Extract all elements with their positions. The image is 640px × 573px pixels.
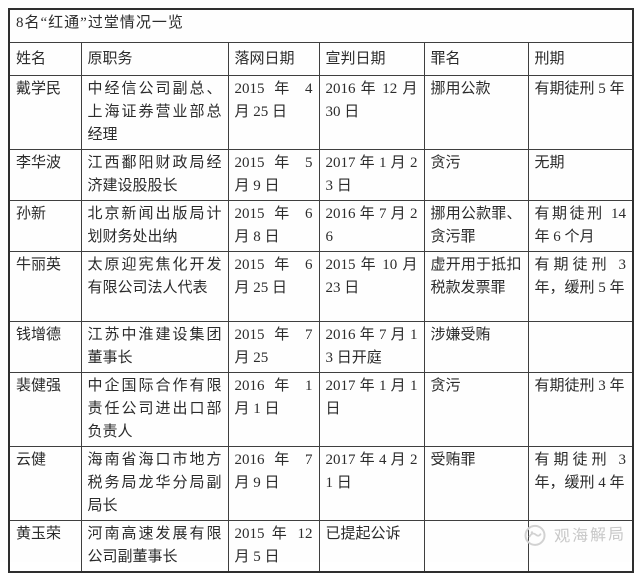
cell-sentence: 有期徒刑 3 年，缓刑 4 年 <box>527 446 634 521</box>
cell-arrest_date: 2015 年 5 月 9 日 <box>227 149 320 201</box>
cell-crime: 贪污 <box>423 372 529 447</box>
cell-arrest_date: 2015 年 6 月 8 日 <box>227 200 320 252</box>
cell-sentence_date: 2015 年 10 月 23 日 <box>318 251 425 322</box>
cell-arrest_date: 2016 年 7 月 9 日 <box>227 446 320 521</box>
cell-position: 中经信公司副总、上海证券营业部总经理 <box>80 75 229 150</box>
column-header-sentence: 刑期 <box>527 42 634 76</box>
cell-name: 云健 <box>8 446 82 521</box>
cell-position: 中企国际合作有限责任公司进出口部负责人 <box>80 372 229 447</box>
cell-position: 太原迎宪焦化开发有限公司法人代表 <box>80 251 229 322</box>
cell-sentence <box>527 321 634 373</box>
cell-sentence_date: 已提起公诉 <box>318 520 425 573</box>
cell-sentence: 无期 <box>527 149 634 201</box>
cell-crime: 贪污 <box>423 149 529 201</box>
table-row: 裴健强 中企国际合作有限责任公司进出口部负责人 2016 年 1 月 1 日 2017… <box>8 372 634 447</box>
header-row: 姓名 原职务 落网日期 宣判日期 罪名 刑期 <box>8 42 634 76</box>
cell-name: 钱增德 <box>8 321 82 373</box>
cell-arrest_date: 2015 年 7 月 25 <box>227 321 320 373</box>
cell-sentence: 有期徒刑 3 年 <box>527 372 634 447</box>
table-body: 戴学民 中经信公司副总、上海证券营业部总经理 2015 年 4 月 25 日 2016… <box>8 75 634 573</box>
table-row: 孙新 北京新闻出版局计划财务处出纳 2015 年 6 月 8 日 2016 年 7 月… <box>8 200 634 252</box>
cell-position: 海南省海口市地方税务局龙华分局副局长 <box>80 446 229 521</box>
cell-name: 戴学民 <box>8 75 82 150</box>
cell-sentence <box>527 520 634 573</box>
cell-name: 黄玉荣 <box>8 520 82 573</box>
cell-sentence_date: 2016 年 12 月 30 日 <box>318 75 425 150</box>
title-row: 8名“红通”过堂情况一览 <box>8 8 634 43</box>
cell-crime <box>423 520 529 573</box>
red-notice-table: 8名“红通”过堂情况一览 姓名 原职务 落网日期 宣判日期 罪名 刑期 戴学民 中经信公司副… <box>8 8 635 573</box>
cell-arrest_date: 2016 年 1 月 1 日 <box>227 372 320 447</box>
table-row: 戴学民 中经信公司副总、上海证券营业部总经理 2015 年 4 月 25 日 2016… <box>8 75 634 150</box>
cell-crime: 受贿罪 <box>423 446 529 521</box>
cell-crime: 挪用公款罪、贪污罪 <box>423 200 529 252</box>
cell-sentence_date: 2017 年 4 月 21 日 <box>318 446 425 521</box>
cell-sentence: 有期徒刑 14 年 6 个月 <box>527 200 634 252</box>
cell-name: 牛丽英 <box>8 251 82 322</box>
cell-sentence: 有期徒刑 3 年，缓刑 5 年 <box>527 251 634 322</box>
column-header-arrest_date: 落网日期 <box>227 42 320 76</box>
column-header-name: 姓名 <box>8 42 82 76</box>
cell-name: 孙新 <box>8 200 82 252</box>
cell-position: 江西鄱阳财政局经济建设股股长 <box>80 149 229 201</box>
cell-crime: 虚开用于抵扣税款发票罪 <box>423 251 529 322</box>
cell-position: 北京新闻出版局计划财务处出纳 <box>80 200 229 252</box>
column-header-position: 原职务 <box>80 42 229 76</box>
cell-sentence_date: 2016 年 7 月 13 日开庭 <box>318 321 425 373</box>
cell-name: 裴健强 <box>8 372 82 447</box>
table-title: 8名“红通”过堂情况一览 <box>8 8 634 43</box>
table-row: 钱增德 江苏中淮建设集团董事长 2015 年 7 月 25 2016 年 7 月 13… <box>8 321 634 373</box>
table-row: 黄玉荣 河南高速发展有限公司副董事长 2015 年 12 月 5 日已提起公诉 <box>8 520 634 573</box>
table-row: 云健 海南省海口市地方税务局龙华分局副局长 2016 年 7 月 9 日 2017 年… <box>8 446 634 521</box>
cell-arrest_date: 2015 年 4 月 25 日 <box>227 75 320 150</box>
cell-position: 河南高速发展有限公司副董事长 <box>80 520 229 573</box>
cell-arrest_date: 2015 年 6 月 25 日 <box>227 251 320 322</box>
cell-crime: 挪用公款 <box>423 75 529 150</box>
column-header-crime: 罪名 <box>423 42 529 76</box>
cell-position: 江苏中淮建设集团董事长 <box>80 321 229 373</box>
cell-sentence_date: 2017 年 1 月 23 日 <box>318 149 425 201</box>
table-row: 李华波 江西鄱阳财政局经济建设股股长 2015 年 5 月 9 日 2017 年 1 … <box>8 149 634 201</box>
cell-arrest_date: 2015 年 12 月 5 日 <box>227 520 320 573</box>
column-header-sentence_date: 宣判日期 <box>318 42 425 76</box>
cell-name: 李华波 <box>8 149 82 201</box>
cell-sentence_date: 2017 年 1 月 1 日 <box>318 372 425 447</box>
cell-sentence: 有期徒刑 5 年 <box>527 75 634 150</box>
cell-crime: 涉嫌受贿 <box>423 321 529 373</box>
cell-sentence_date: 2016 年 7 月 26 <box>318 200 425 252</box>
table-row: 牛丽英 太原迎宪焦化开发有限公司法人代表 2015 年 6 月 25 日 2015 年… <box>8 251 634 322</box>
